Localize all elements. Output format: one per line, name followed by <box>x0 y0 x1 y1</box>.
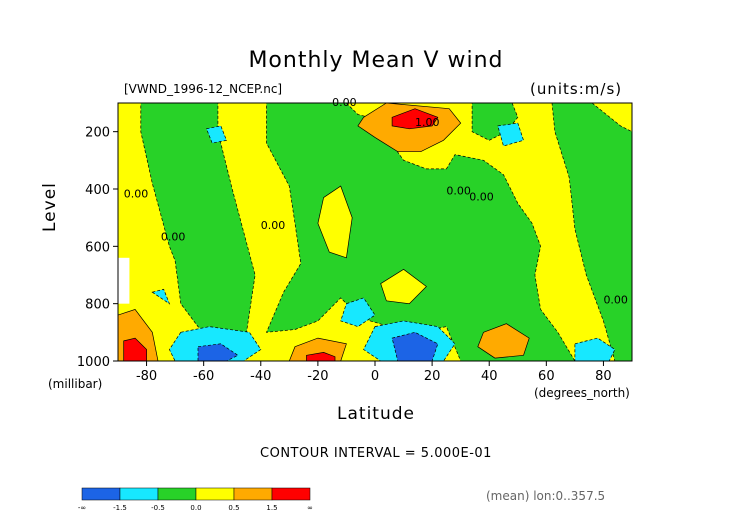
file-label: [VWND_1996-12_NCEP.nc] <box>124 82 283 96</box>
y-tick-label: 1000 <box>77 355 110 370</box>
y-tick-label: 600 <box>85 240 110 255</box>
legend-swatch <box>157 487 197 501</box>
contour-label: 0.00 <box>469 190 494 203</box>
x-tick-label: 20 <box>424 369 441 384</box>
y-tick-label: 800 <box>85 298 110 313</box>
contour-region <box>574 337 616 361</box>
contour-region <box>391 108 439 130</box>
contour-region <box>551 103 632 361</box>
contour-region <box>391 331 439 361</box>
x-tick-label: 40 <box>481 369 498 384</box>
mean-lon-label: (mean) lon:0..357.5 <box>486 489 606 503</box>
legend-label: 0.5 <box>228 504 239 512</box>
contour-label: 1.00 <box>415 116 440 129</box>
legend-label: -1.5 <box>113 504 127 512</box>
contour-label: 0.00 <box>332 96 357 109</box>
contour-label: 0.00 <box>603 294 628 307</box>
contour-interval-label: CONTOUR INTERVAL = 5.000E-01 <box>260 446 492 461</box>
contour-field <box>118 103 632 361</box>
x-axis-label: Latitude <box>337 404 415 424</box>
y-axis-unit: (millibar) <box>48 377 103 391</box>
contour-region <box>265 103 576 361</box>
units-label: (units:m/s) <box>530 80 623 98</box>
contour-region <box>151 288 171 305</box>
legend-label: 1.5 <box>266 504 277 512</box>
contour-region <box>477 323 530 359</box>
legend-label: ∞ <box>307 504 313 512</box>
contour-label: 0.00 <box>446 185 471 198</box>
y-tick-label: 200 <box>85 126 110 141</box>
contour-region <box>306 352 336 361</box>
legend-swatch <box>119 487 159 501</box>
x-tick-label: 80 <box>595 369 612 384</box>
chart-title: Monthly Mean V wind <box>248 48 504 73</box>
contour-region <box>497 122 524 147</box>
missing-data-patch <box>118 257 130 304</box>
contour-label: 0.00 <box>124 188 149 201</box>
x-tick-label: 60 <box>538 369 555 384</box>
contour-region <box>197 343 239 361</box>
contour-region <box>317 185 353 259</box>
contour-region <box>206 125 227 144</box>
legend-swatch <box>195 487 235 501</box>
legend-swatch <box>81 487 121 501</box>
legend-label: 0.0 <box>190 504 201 512</box>
x-tick-label: -20 <box>307 369 328 384</box>
legend-label: -0.5 <box>151 504 165 512</box>
x-tick-label: -40 <box>250 369 271 384</box>
legend-swatch <box>233 487 273 501</box>
x-axis-unit: (degrees_north) <box>534 386 630 400</box>
contour-label: 0.00 <box>161 231 186 244</box>
y-tick-label: 400 <box>85 183 110 198</box>
contour-label: 0.00 <box>261 219 286 232</box>
contour-region <box>380 268 427 305</box>
legend-label: -∞ <box>78 504 86 512</box>
contour-region <box>340 297 376 327</box>
x-tick-label: 0 <box>371 369 379 384</box>
x-tick-label: -80 <box>136 369 157 384</box>
x-tick-label: -60 <box>193 369 214 384</box>
legend-swatch <box>271 487 311 501</box>
contour-region <box>168 326 262 361</box>
contour-region <box>123 337 147 361</box>
